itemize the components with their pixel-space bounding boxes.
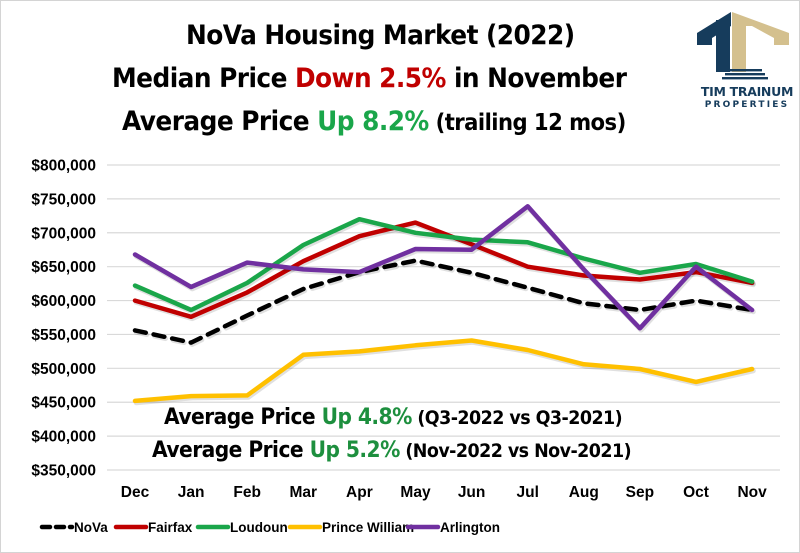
x-tick-label: Sep bbox=[626, 484, 654, 501]
subtitle-average-prefix: Average Price bbox=[122, 106, 318, 137]
subtitle-median-prefix: Median Price bbox=[112, 63, 295, 94]
x-axis-tick-labels: Dec Jan Feb Mar Apr May Jun Jul Aug Sep Oct Nov bbox=[121, 484, 767, 501]
y-tick-label: $600,000 bbox=[31, 293, 96, 310]
x-tick-label: Feb bbox=[233, 484, 261, 501]
series-line-fairfax bbox=[132, 220, 755, 320]
x-tick-label: Dec bbox=[121, 484, 150, 501]
y-tick-label: $650,000 bbox=[31, 259, 96, 276]
x-tick-label: Nov bbox=[737, 484, 767, 501]
x-tick-label: Mar bbox=[290, 484, 318, 501]
logo-subname: PROPERTIES bbox=[704, 100, 790, 110]
series-lines bbox=[132, 204, 756, 406]
y-axis-tick-labels: $800,000 $750,000 $700,000 $650,000 $600,000… bbox=[31, 158, 96, 480]
annotation-nov-prefix: Average Price bbox=[152, 438, 310, 463]
house-columns-logo-icon bbox=[697, 12, 789, 80]
legend-label: NoVa bbox=[74, 520, 108, 535]
legend-item-loudoun: Loudoun bbox=[195, 520, 288, 535]
y-tick-label: $800,000 bbox=[31, 158, 96, 175]
legend: NoVa Fairfax Loudoun Prince William Arlingto… bbox=[39, 520, 500, 535]
annotation-q3-highlight: Up 4.8% bbox=[321, 405, 413, 430]
legend-item-fairfax: Fairfax bbox=[113, 520, 193, 535]
legend-item-arlington: Arlington bbox=[405, 520, 500, 535]
series-line-arlington bbox=[132, 204, 755, 331]
legend-label: Fairfax bbox=[148, 520, 193, 535]
chart-title: NoVa Housing Market (2022) bbox=[186, 20, 575, 51]
average-change-highlight: Up 8.2% bbox=[317, 106, 429, 137]
legend-label: Loudoun bbox=[230, 520, 288, 535]
series-nova bbox=[132, 258, 756, 347]
x-tick-label: Jun bbox=[458, 484, 486, 501]
annotation-q3-prefix: Average Price bbox=[164, 405, 322, 430]
legend-item-prince-william: Prince William bbox=[287, 520, 414, 535]
x-tick-label: Aug bbox=[569, 484, 599, 501]
x-tick-label: May bbox=[400, 484, 431, 501]
series-prince-william bbox=[132, 338, 756, 406]
y-tick-label: $500,000 bbox=[31, 361, 96, 378]
series-loudoun bbox=[132, 216, 756, 315]
legend-label: Arlington bbox=[440, 520, 500, 535]
median-change-highlight: Down 2.5% bbox=[294, 63, 446, 94]
y-tick-label: $400,000 bbox=[31, 429, 96, 446]
series-line-loudoun bbox=[132, 216, 755, 313]
y-tick-label: $700,000 bbox=[31, 225, 96, 242]
x-tick-label: Oct bbox=[683, 484, 709, 501]
series-line-prince-william bbox=[132, 338, 755, 404]
annotation-q3-comparison: Average Price Up 4.8% (Q3-2022 vs Q3-202… bbox=[164, 405, 623, 430]
y-tick-label: $450,000 bbox=[31, 395, 96, 412]
y-tick-label: $350,000 bbox=[31, 463, 96, 480]
subtitle-average-suffix: (trailing 12 mos) bbox=[428, 110, 627, 136]
y-tick-label: $550,000 bbox=[31, 327, 96, 344]
subtitle-average-price: Average Price Up 8.2% (trailing 12 mos) bbox=[122, 106, 626, 137]
x-tick-label: Apr bbox=[346, 484, 373, 501]
legend-item-nova: NoVa bbox=[39, 520, 108, 535]
annotation-nov-comparison: Average Price Up 5.2% (Nov-2022 vs Nov-2… bbox=[152, 438, 632, 463]
series-line-nova bbox=[132, 258, 755, 345]
y-tick-label: $750,000 bbox=[31, 191, 96, 208]
annotation-nov-suffix: (Nov-2022 vs Nov-2021) bbox=[399, 440, 632, 462]
subtitle-median-suffix: in November bbox=[445, 63, 627, 94]
annotation-q3-suffix: (Q3-2022 vs Q3-2021) bbox=[411, 407, 623, 429]
subtitle-median-price: Median Price Down 2.5% in November bbox=[112, 63, 627, 94]
x-tick-label: Jul bbox=[516, 484, 538, 501]
legend-label: Prince William bbox=[322, 520, 414, 535]
annotation-nov-highlight: Up 5.2% bbox=[309, 438, 401, 463]
logo-name: TIM TRAINUM bbox=[700, 84, 794, 99]
series-arlington bbox=[132, 204, 756, 333]
x-tick-label: Jan bbox=[178, 484, 205, 501]
